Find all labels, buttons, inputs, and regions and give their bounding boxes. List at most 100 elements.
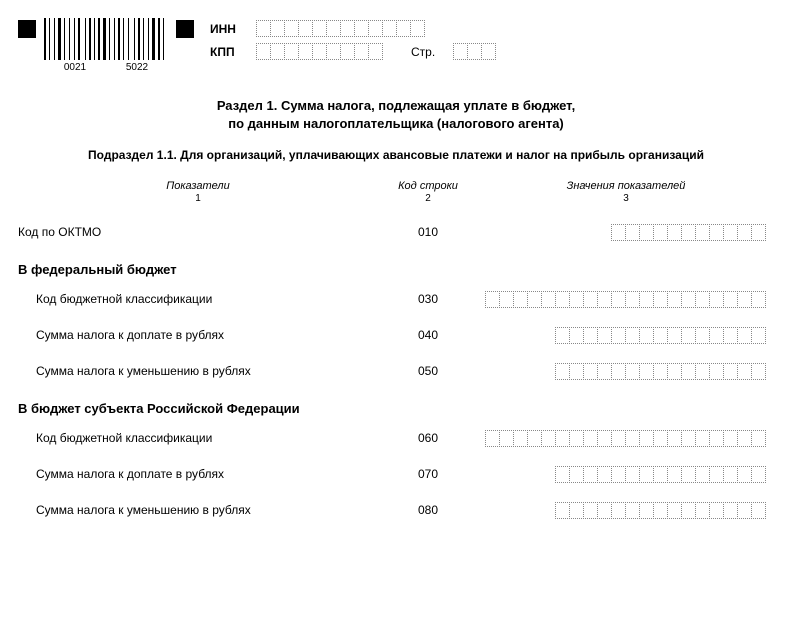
cell[interactable]: [723, 502, 738, 519]
cell[interactable]: [667, 430, 682, 447]
cell[interactable]: [681, 291, 696, 308]
cell[interactable]: [681, 502, 696, 519]
cell[interactable]: [737, 363, 752, 380]
cell[interactable]: [695, 502, 710, 519]
cell[interactable]: [583, 327, 598, 344]
cell[interactable]: [555, 291, 570, 308]
cell[interactable]: [625, 466, 640, 483]
cell[interactable]: [681, 430, 696, 447]
cell[interactable]: [485, 291, 500, 308]
cell[interactable]: [555, 430, 570, 447]
cell[interactable]: [681, 466, 696, 483]
cell[interactable]: [481, 43, 496, 60]
cell[interactable]: [737, 291, 752, 308]
cell[interactable]: [695, 291, 710, 308]
cell[interactable]: [611, 430, 626, 447]
cell[interactable]: [597, 430, 612, 447]
cell[interactable]: [555, 502, 570, 519]
cell[interactable]: [723, 327, 738, 344]
cell[interactable]: [737, 466, 752, 483]
cell[interactable]: [340, 20, 355, 37]
cell[interactable]: [709, 466, 724, 483]
cell[interactable]: [667, 224, 682, 241]
cell[interactable]: [625, 363, 640, 380]
row-value-cells[interactable]: [478, 502, 774, 519]
cell[interactable]: [737, 224, 752, 241]
cell[interactable]: [499, 430, 514, 447]
cell[interactable]: [723, 224, 738, 241]
cell[interactable]: [597, 502, 612, 519]
cell[interactable]: [569, 291, 584, 308]
cell[interactable]: [667, 291, 682, 308]
cell[interactable]: [569, 502, 584, 519]
cell[interactable]: [597, 363, 612, 380]
cell[interactable]: [312, 43, 327, 60]
cell[interactable]: [555, 466, 570, 483]
cell[interactable]: [499, 291, 514, 308]
cell[interactable]: [709, 327, 724, 344]
cell[interactable]: [340, 43, 355, 60]
cell[interactable]: [625, 291, 640, 308]
cell[interactable]: [555, 327, 570, 344]
row-value-cells[interactable]: [478, 291, 774, 308]
cell[interactable]: [611, 291, 626, 308]
cell[interactable]: [284, 20, 299, 37]
cell[interactable]: [709, 224, 724, 241]
cell[interactable]: [312, 20, 327, 37]
cell[interactable]: [653, 327, 668, 344]
cell[interactable]: [611, 363, 626, 380]
cell[interactable]: [709, 291, 724, 308]
cell[interactable]: [597, 327, 612, 344]
cell[interactable]: [667, 363, 682, 380]
cell[interactable]: [326, 20, 341, 37]
cell[interactable]: [639, 327, 654, 344]
cell[interactable]: [639, 291, 654, 308]
cell[interactable]: [569, 466, 584, 483]
cell[interactable]: [681, 363, 696, 380]
row-value-cells[interactable]: [478, 466, 774, 483]
cell[interactable]: [354, 20, 369, 37]
cell[interactable]: [611, 502, 626, 519]
row-value-cells[interactable]: [478, 224, 774, 241]
cell[interactable]: [583, 291, 598, 308]
cell[interactable]: [639, 224, 654, 241]
cell[interactable]: [653, 430, 668, 447]
cell[interactable]: [723, 291, 738, 308]
cell[interactable]: [597, 291, 612, 308]
cell[interactable]: [270, 43, 285, 60]
page-cells[interactable]: [453, 43, 496, 60]
cell[interactable]: [527, 291, 542, 308]
cell[interactable]: [513, 291, 528, 308]
row-value-cells[interactable]: [478, 430, 774, 447]
cell[interactable]: [695, 224, 710, 241]
cell[interactable]: [667, 327, 682, 344]
cell[interactable]: [569, 327, 584, 344]
cell[interactable]: [368, 20, 383, 37]
row-value-cells[interactable]: [478, 327, 774, 344]
cell[interactable]: [751, 327, 766, 344]
cell[interactable]: [681, 327, 696, 344]
cell[interactable]: [368, 43, 383, 60]
cell[interactable]: [541, 291, 556, 308]
cell[interactable]: [751, 502, 766, 519]
cell[interactable]: [723, 430, 738, 447]
cell[interactable]: [625, 224, 640, 241]
cell[interactable]: [625, 430, 640, 447]
cell[interactable]: [354, 43, 369, 60]
cell[interactable]: [382, 20, 397, 37]
cell[interactable]: [256, 20, 271, 37]
inn-cells[interactable]: [256, 20, 425, 37]
cell[interactable]: [751, 224, 766, 241]
cell[interactable]: [681, 224, 696, 241]
cell[interactable]: [541, 430, 556, 447]
cell[interactable]: [737, 430, 752, 447]
cell[interactable]: [639, 466, 654, 483]
cell[interactable]: [625, 327, 640, 344]
cell[interactable]: [723, 466, 738, 483]
cell[interactable]: [597, 466, 612, 483]
cell[interactable]: [653, 502, 668, 519]
cell[interactable]: [667, 466, 682, 483]
cell[interactable]: [751, 291, 766, 308]
cell[interactable]: [467, 43, 482, 60]
cell[interactable]: [695, 430, 710, 447]
